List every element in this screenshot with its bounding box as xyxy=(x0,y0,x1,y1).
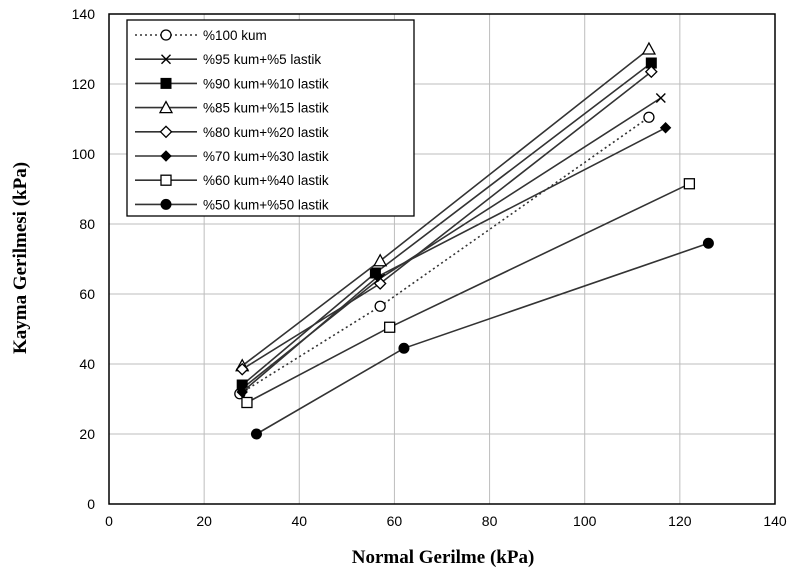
data-point xyxy=(235,362,249,376)
data-point xyxy=(241,396,253,409)
legend-label: %70 kum+%30 lastik xyxy=(203,149,329,164)
data-point xyxy=(158,100,174,114)
y-tick-label: 100 xyxy=(72,146,96,162)
y-tick-label: 60 xyxy=(79,286,95,302)
legend-label: %50 kum+%50 lastik xyxy=(203,197,329,212)
data-point xyxy=(655,93,666,103)
data-point xyxy=(644,65,658,79)
y-tick-label: 20 xyxy=(79,426,95,442)
data-point xyxy=(384,321,396,333)
legend-box xyxy=(126,19,415,217)
data-point xyxy=(159,125,173,139)
data-point xyxy=(683,178,696,190)
data-point xyxy=(250,428,262,440)
x-tick-label: 0 xyxy=(105,513,113,529)
legend-label: %80 kum+%20 lastik xyxy=(203,125,329,140)
y-tick-label: 140 xyxy=(72,6,96,22)
data-point xyxy=(643,111,655,123)
data-point xyxy=(373,253,388,267)
x-tick-label: 120 xyxy=(668,513,692,529)
legend: %100 kum %95 kum+%5 lastik %90 kum+%10 las… xyxy=(126,19,415,217)
legend-label: %90 kum+%10 lastik xyxy=(203,76,329,91)
data-point xyxy=(160,77,172,89)
data-point xyxy=(372,270,384,283)
legend-label: %60 kum+%40 lastik xyxy=(203,173,329,188)
series xyxy=(235,65,658,376)
series xyxy=(250,237,714,440)
x-tick-label: 100 xyxy=(573,513,597,529)
legend-label: %95 kum+%5 lastik xyxy=(203,52,321,67)
series xyxy=(241,178,696,409)
data-point xyxy=(160,29,172,41)
tick-labels: 0 20 40 60 80 100 120 140 0 20 40 60 80 100 120 140 xyxy=(72,6,787,529)
data-point xyxy=(161,54,171,65)
y-tick-label: 0 xyxy=(87,496,95,512)
y-tick-label: 40 xyxy=(79,356,95,372)
data-point xyxy=(659,122,672,134)
series xyxy=(236,57,657,391)
data-point xyxy=(160,198,172,210)
series-layer xyxy=(234,41,714,440)
plot-border xyxy=(108,13,776,505)
data-point xyxy=(374,300,386,312)
y-tick-label: 80 xyxy=(79,216,95,232)
x-tick-label: 80 xyxy=(482,513,498,529)
x-axis-title: Normal Gerilme (kPa) xyxy=(352,547,535,568)
legend-label: %85 kum+%15 lastik xyxy=(203,101,329,116)
x-tick-label: 140 xyxy=(763,513,787,529)
x-tick-label: 40 xyxy=(291,513,307,529)
series xyxy=(236,122,672,398)
y-axis-title: Kayma Gerilmesi (kPa) xyxy=(10,162,31,354)
data-point xyxy=(160,150,172,162)
legend-label: %100 kum xyxy=(203,28,267,43)
x-tick-label: 20 xyxy=(196,513,212,529)
data-point xyxy=(398,342,410,354)
y-tick-label: 120 xyxy=(72,76,96,92)
x-tick-label: 60 xyxy=(387,513,403,529)
data-point xyxy=(641,41,657,55)
data-point xyxy=(702,237,714,249)
data-point xyxy=(160,174,172,186)
